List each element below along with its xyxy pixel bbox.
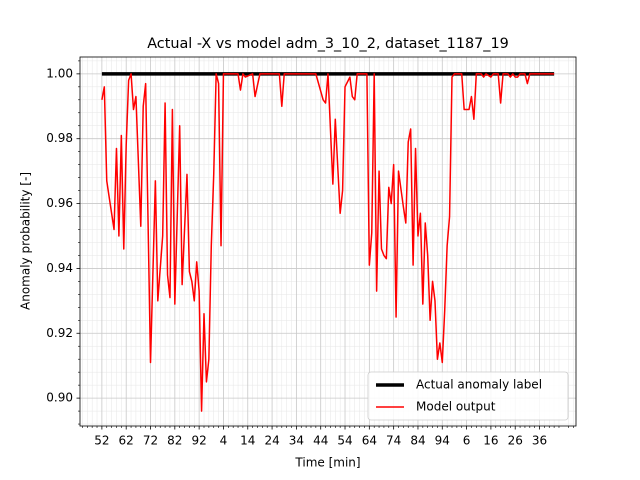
y-tick-label: 0.94 — [46, 261, 73, 275]
x-tick-label: 36 — [532, 434, 547, 448]
x-tick-label: 26 — [508, 434, 523, 448]
x-tick-label: 92 — [191, 434, 206, 448]
chart-title: Actual -X vs model adm_3_10_2, dataset_1… — [147, 36, 509, 52]
x-tick-label: 82 — [167, 434, 182, 448]
x-tick-label: 74 — [386, 434, 401, 448]
x-tick-label: 24 — [264, 434, 279, 448]
legend-label: Actual anomaly label — [416, 378, 542, 392]
x-tick-label: 4 — [220, 434, 228, 448]
data-line — [101, 73, 555, 412]
x-tick-label: 34 — [289, 434, 304, 448]
x-tick-label: 62 — [119, 434, 134, 448]
x-tick-label: 64 — [362, 434, 377, 448]
x-tick-label: 94 — [435, 434, 450, 448]
x-axis-label: Time [min] — [294, 456, 360, 470]
legend-box — [367, 371, 569, 421]
x-tick-label: 14 — [240, 434, 255, 448]
x-tick-label: 16 — [483, 434, 498, 448]
x-tick-label: 54 — [337, 434, 352, 448]
legend-label: Model output — [416, 400, 496, 414]
y-axis-label: Anomaly probability [-] — [19, 172, 33, 310]
x-tick-label: 44 — [313, 434, 328, 448]
x-tick-label: 52 — [94, 434, 109, 448]
y-tick-label: 0.92 — [46, 326, 73, 340]
x-tick-label: 72 — [143, 434, 158, 448]
x-tick-label: 84 — [410, 434, 425, 448]
y-tick-label: 0.90 — [46, 391, 73, 405]
y-tick-label: 0.98 — [46, 131, 73, 145]
y-tick-label: 1.00 — [46, 66, 73, 80]
plot-frame — [79, 56, 577, 427]
y-tick-label: 0.96 — [46, 196, 73, 210]
x-tick-label: 6 — [463, 434, 471, 448]
